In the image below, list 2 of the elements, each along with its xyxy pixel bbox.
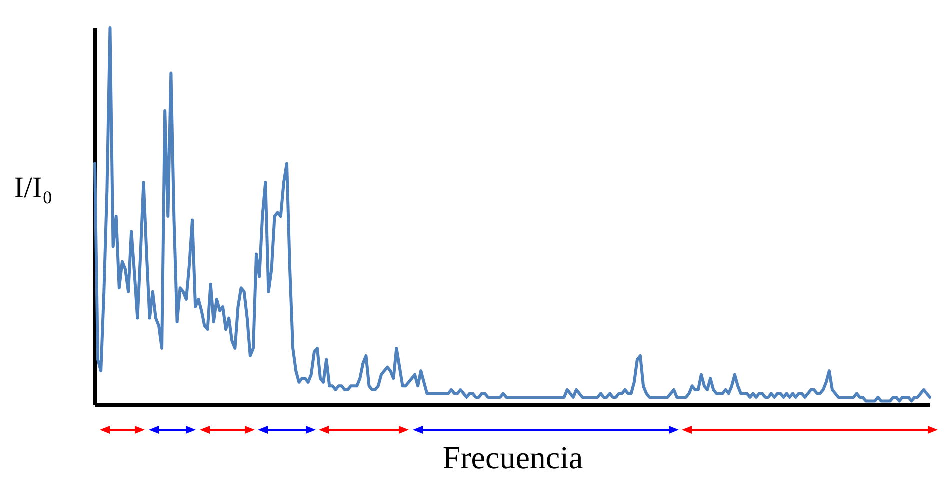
y-axis-title: I/I₀ [14,172,53,204]
x-axis-title: Frecuencia [442,440,584,476]
